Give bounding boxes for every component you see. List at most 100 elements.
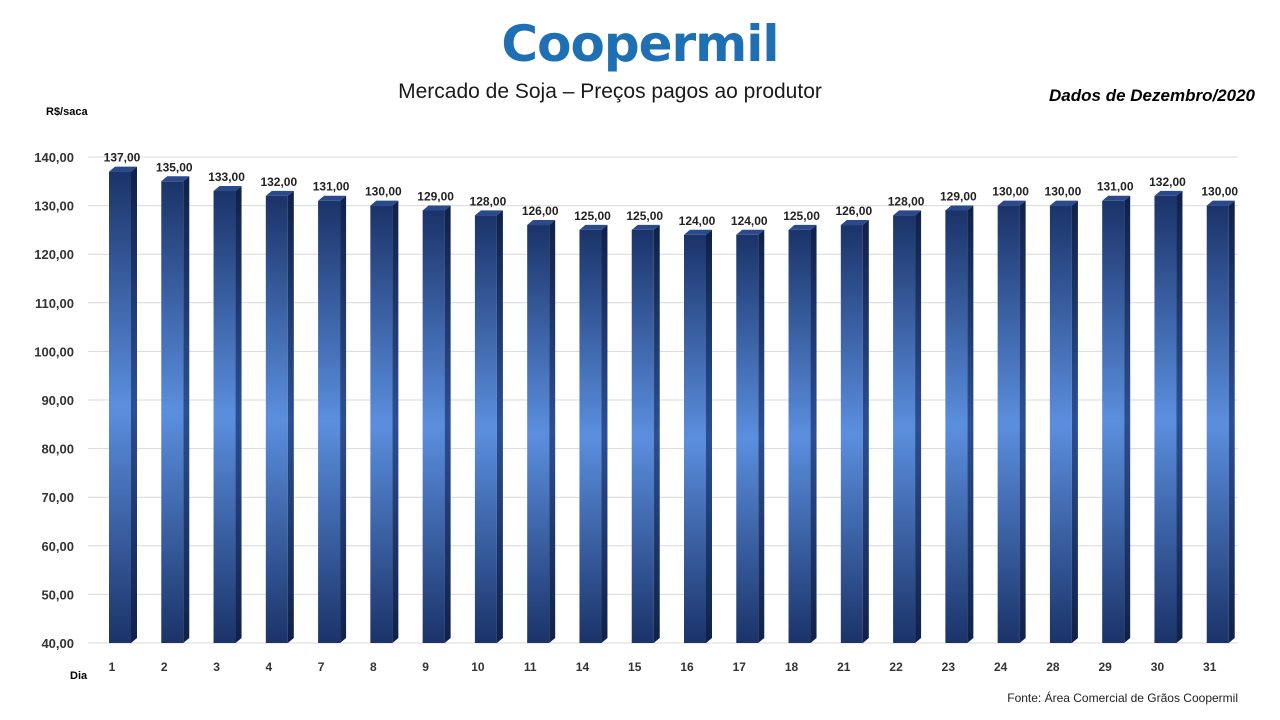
bar-top	[1206, 200, 1235, 206]
x-tick-label: 16	[680, 660, 694, 674]
bar-top	[370, 200, 399, 206]
x-tick-label: 4	[265, 660, 272, 674]
bar-front	[1206, 205, 1229, 643]
y-tick-label: 50,00	[41, 587, 74, 602]
data-label: 124,00	[731, 214, 768, 228]
y-axis-ticks: 40,00 50,00 60,00 70,00 80,00 90,00 100,00 110,…	[34, 150, 74, 651]
bar-front	[788, 229, 811, 643]
bar-side	[758, 229, 765, 643]
data-label: 132,00	[260, 175, 297, 189]
bar-day-30	[1154, 190, 1183, 643]
x-tick-label: 28	[1046, 660, 1060, 674]
bar-top	[736, 229, 765, 235]
bar-day-28	[1049, 200, 1078, 643]
bar-front	[1102, 200, 1125, 644]
x-tick-label: 29	[1099, 660, 1113, 674]
bar-front	[631, 229, 654, 643]
data-labels: 137,00 135,00 133,00 132,00 131,00 130,00 129,…	[104, 151, 1239, 228]
bar-top	[422, 205, 451, 211]
y-tick-label: 120,00	[34, 247, 74, 262]
bar-day-11	[527, 220, 556, 644]
data-label: 137,00	[104, 151, 141, 165]
bar-front	[840, 225, 863, 644]
bar-side	[706, 229, 712, 643]
bar-front	[213, 191, 236, 643]
bar-day-18	[788, 224, 817, 643]
data-label: 129,00	[417, 189, 454, 203]
x-axis-ticks: 1 2 3 4 7 8 9 10 11 14 15 16 17 18 21 22 23 24 28 29 30 31	[109, 660, 1217, 674]
data-label: 124,00	[679, 214, 716, 228]
x-tick-label: 9	[422, 660, 429, 674]
x-tick-label: 17	[733, 660, 747, 674]
data-label: 135,00	[156, 160, 193, 174]
x-tick-label: 8	[370, 660, 377, 674]
bar-day-3	[213, 186, 242, 643]
bar-top	[1049, 200, 1078, 206]
x-tick-label: 24	[994, 660, 1008, 674]
bar-top	[997, 200, 1026, 206]
chart-subtitle: Dados de Dezembro/2020	[1049, 86, 1255, 105]
x-tick-label: 11	[524, 660, 537, 674]
bar-side	[862, 220, 869, 644]
y-tick-label: 140,00	[34, 150, 74, 165]
y-tick-label: 60,00	[41, 539, 74, 554]
y-tick-label: 90,00	[41, 393, 74, 408]
bar-side	[549, 220, 556, 644]
data-label: 130,00	[365, 185, 402, 199]
bar-top	[1154, 190, 1183, 196]
bar-day-8	[370, 200, 399, 643]
bar-side	[235, 186, 242, 643]
y-tick-label: 80,00	[41, 442, 74, 457]
x-tick-label: 15	[628, 660, 642, 674]
data-label: 126,00	[835, 204, 872, 218]
bar-side	[1019, 200, 1026, 643]
bar-front	[736, 234, 759, 643]
bar-day-15	[631, 224, 660, 643]
data-label: 132,00	[1149, 175, 1186, 189]
bar-top	[893, 210, 922, 216]
bar-side	[444, 205, 451, 643]
bar-side	[496, 210, 503, 643]
bar-side	[810, 224, 817, 643]
y-tick-label: 110,00	[35, 296, 74, 311]
x-tick-label: 21	[837, 660, 851, 674]
bar-front	[318, 200, 341, 644]
bar-top	[474, 210, 503, 216]
data-label: 130,00	[1045, 185, 1082, 199]
bar-top	[265, 190, 294, 196]
bar-day-1	[109, 166, 137, 643]
x-tick-label: 3	[213, 660, 220, 674]
y-axis-label: R$/saca	[46, 106, 88, 118]
bar-day-29	[1102, 195, 1131, 644]
bar-side	[1176, 190, 1183, 643]
bar-day-14	[579, 224, 608, 643]
x-tick-label: 22	[889, 660, 903, 674]
bar-side	[392, 200, 399, 643]
bar-front	[1154, 195, 1177, 643]
data-label: 131,00	[1097, 180, 1134, 194]
data-label: 128,00	[888, 194, 925, 208]
bar-front	[265, 195, 288, 643]
bar-day-23	[945, 205, 974, 643]
bar-front	[997, 205, 1020, 643]
bar-side	[915, 210, 922, 643]
bar-side	[131, 166, 137, 643]
bar-day-17	[736, 229, 765, 643]
y-tick-label: 40,00	[41, 636, 74, 651]
bar-side	[340, 195, 347, 644]
x-tick-label: 31	[1203, 660, 1217, 674]
bar-top	[527, 220, 556, 226]
bar-top	[161, 176, 190, 182]
bar-day-21	[840, 220, 869, 644]
bar-side	[1228, 200, 1235, 643]
bar-top	[840, 220, 869, 226]
bars	[109, 166, 1235, 644]
x-tick-label: 10	[471, 660, 485, 674]
x-tick-label: 30	[1151, 660, 1165, 674]
x-tick-label: 2	[161, 660, 168, 674]
bar-front	[684, 234, 706, 643]
y-tick-label: 100,00	[34, 344, 74, 359]
x-tick-label: 18	[785, 660, 799, 674]
bar-front	[370, 205, 393, 643]
